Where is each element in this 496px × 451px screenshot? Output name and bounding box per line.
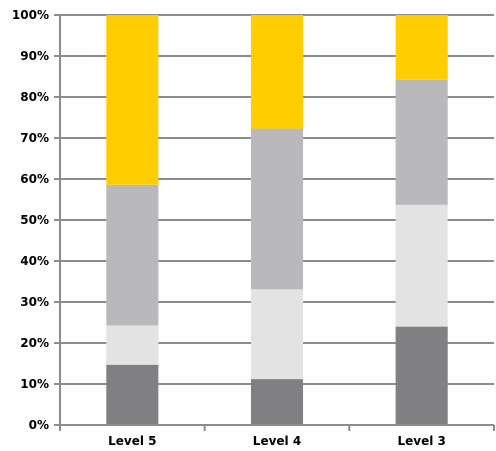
x-category-label: Level 3: [397, 434, 445, 448]
bar-segment-1: [250, 379, 304, 425]
y-tick-label: 70%: [20, 131, 49, 145]
x-category-label: Level 4: [253, 434, 301, 448]
axis-labels: 0% 10% 20% 30% 40% 50% 60% 70% 80% 90% 100% Level 5…: [12, 8, 446, 448]
y-tick-label: 40%: [20, 254, 49, 268]
y-tick-label: 60%: [20, 172, 49, 186]
y-tick-label: 80%: [20, 90, 49, 104]
x-category-label: Level 5: [108, 434, 156, 448]
bar-segment-2: [106, 325, 159, 365]
bar-segment-2: [395, 204, 448, 327]
bars: [106, 15, 448, 425]
y-tick-label: 30%: [20, 295, 49, 309]
y-tick-label: 90%: [20, 49, 49, 63]
y-tick-label: 50%: [20, 213, 49, 227]
axes: [54, 14, 495, 431]
bar-segment-1: [106, 364, 159, 425]
bar-segment-2: [250, 289, 304, 380]
y-tick-label: 0%: [29, 418, 49, 432]
y-tick-label: 10%: [20, 377, 49, 391]
bar-segment-4: [250, 15, 304, 129]
bar-segment-4: [395, 15, 448, 80]
y-tick-label: 100%: [12, 8, 49, 22]
bar-segment-3: [106, 184, 159, 326]
bar-segment-1: [395, 326, 448, 425]
bar-segment-4: [106, 15, 159, 185]
y-tick-label: 20%: [20, 336, 49, 350]
bar-segment-3: [250, 128, 304, 290]
bar-segment-3: [395, 79, 448, 205]
